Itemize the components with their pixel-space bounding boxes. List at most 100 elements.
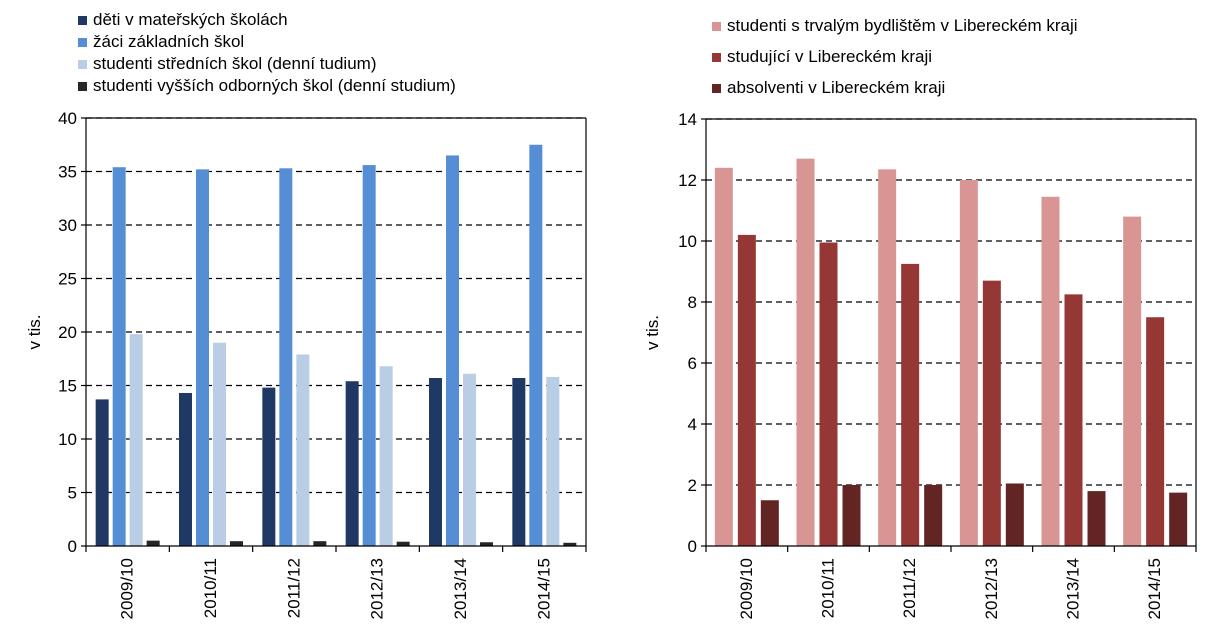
bar <box>1064 294 1083 546</box>
legend-swatch <box>78 15 87 25</box>
x-tick-label: 2011/12 <box>284 558 303 618</box>
bar <box>213 342 226 546</box>
bar <box>129 334 143 546</box>
bar <box>429 378 442 546</box>
y-tick-label: 6 <box>688 354 697 373</box>
y-tick-label: 10 <box>678 232 697 251</box>
legend-item: absolventi v Libereckém kraji <box>712 77 1078 99</box>
y-tick-label: 8 <box>688 293 697 312</box>
legend-label: žáci základních škol <box>93 32 245 51</box>
y-tick-label: 35 <box>58 163 77 182</box>
bar <box>230 541 243 546</box>
y-tick-label: 25 <box>58 270 77 289</box>
bar <box>1005 483 1024 546</box>
y-tick-label: 20 <box>58 323 77 342</box>
legend-label: studenti středních škol (denní tudium) <box>93 54 377 73</box>
chart-university-students: studenti s trvalým bydlištěm v Liberecké… <box>606 0 1206 634</box>
x-tick-label: 2013/14 <box>1064 558 1083 619</box>
chart-right-svg: 0 2 4 6 8 10 12 14 2009/10 2010/11 2011/12 2012/13 2… <box>643 110 1197 619</box>
legend-label: absolventi v Libereckém kraji <box>727 78 946 97</box>
bar <box>563 542 577 546</box>
x-tick-label: 2012/13 <box>368 558 387 619</box>
y-tick-label: 0 <box>68 537 77 556</box>
legend-label: děti v mateřských školách <box>93 10 288 29</box>
x-tick-label: 2014/15 <box>534 558 553 619</box>
y-axis-label: v tis. <box>643 315 662 350</box>
x-tick-label: 2010/11 <box>201 558 220 618</box>
bar <box>463 373 476 546</box>
x-tick-label: 2010/11 <box>819 558 838 618</box>
legend-item: děti v mateřských školách <box>78 9 456 31</box>
x-tick-label: 2009/10 <box>118 558 137 619</box>
bar <box>959 180 978 546</box>
bar <box>1123 216 1142 546</box>
y-tick-label: 40 <box>58 109 77 128</box>
legend-right: studenti s trvalým bydlištěm v Liberecké… <box>712 15 1078 108</box>
y-tick-label: 30 <box>58 216 77 235</box>
bar <box>262 387 276 546</box>
legend-label: studenti vyšších odborných škol (denní s… <box>93 76 456 95</box>
y-tick-label: 15 <box>58 377 77 396</box>
legend-swatch <box>712 83 721 93</box>
bar <box>279 168 293 547</box>
bar <box>1041 196 1060 546</box>
bar <box>714 167 733 547</box>
legend-swatch <box>712 52 721 62</box>
x-tick-label: 2009/10 <box>737 558 756 619</box>
chart-left-svg: 0 5 10 15 20 25 30 35 40 2009/10 2010/11 2011/12 201… <box>25 109 587 619</box>
x-tick-label: 2014/15 <box>1145 558 1164 619</box>
x-tick-label: 2012/13 <box>982 558 1001 619</box>
bar <box>819 242 838 546</box>
y-tick-label: 14 <box>678 110 697 129</box>
bar <box>296 354 310 546</box>
bar <box>446 155 459 546</box>
x-tick-label: 2011/12 <box>900 558 919 618</box>
bar <box>1169 492 1188 546</box>
y-tick-label: 4 <box>688 415 697 434</box>
bar <box>546 376 560 546</box>
legend-left: děti v mateřských školách žáci základních… <box>78 9 456 97</box>
bar <box>796 158 815 546</box>
bar <box>512 378 526 546</box>
bar <box>901 263 920 546</box>
legend-swatch <box>78 81 87 91</box>
y-tick-label: 5 <box>68 484 77 503</box>
bar <box>95 399 109 546</box>
bar <box>842 485 861 546</box>
legend-item: studenti s trvalým bydlištěm v Liberecké… <box>712 15 1078 37</box>
legend-swatch <box>78 37 87 47</box>
bar <box>1146 317 1165 546</box>
y-tick-label: 12 <box>678 171 697 190</box>
legend-item: studenti vyšších odborných škol (denní s… <box>78 75 456 97</box>
bar <box>878 169 897 546</box>
legend-item: žáci základních škol <box>78 31 456 53</box>
bar <box>1087 491 1106 546</box>
bar <box>313 541 327 546</box>
y-axis-label: v tis. <box>25 315 44 350</box>
bar <box>396 541 410 546</box>
bar <box>480 542 493 546</box>
legend-label: studenti s trvalým bydlištěm v Liberecké… <box>727 16 1078 35</box>
bar <box>529 144 543 546</box>
y-tick-label: 0 <box>688 537 697 556</box>
chart-school-pupils: děti v mateřských školách žáci základních… <box>0 0 600 634</box>
legend-item: studenti středních škol (denní tudium) <box>78 53 456 75</box>
bar <box>146 540 160 546</box>
x-tick-label: 2013/14 <box>451 558 470 619</box>
bar <box>345 381 359 546</box>
bar <box>924 485 943 546</box>
bar <box>982 280 1001 546</box>
legend-swatch <box>712 21 721 31</box>
bar <box>179 392 192 546</box>
legend-swatch <box>78 59 87 69</box>
legend-item: studující v Libereckém kraji <box>712 46 1078 68</box>
bar <box>737 234 756 546</box>
bar <box>112 167 126 546</box>
y-tick-label: 2 <box>688 476 697 495</box>
y-tick-label: 10 <box>58 430 77 449</box>
bar <box>196 169 209 547</box>
bar <box>760 500 779 546</box>
bar <box>379 366 393 546</box>
legend-label: studující v Libereckém kraji <box>727 47 933 66</box>
bar <box>362 165 376 546</box>
